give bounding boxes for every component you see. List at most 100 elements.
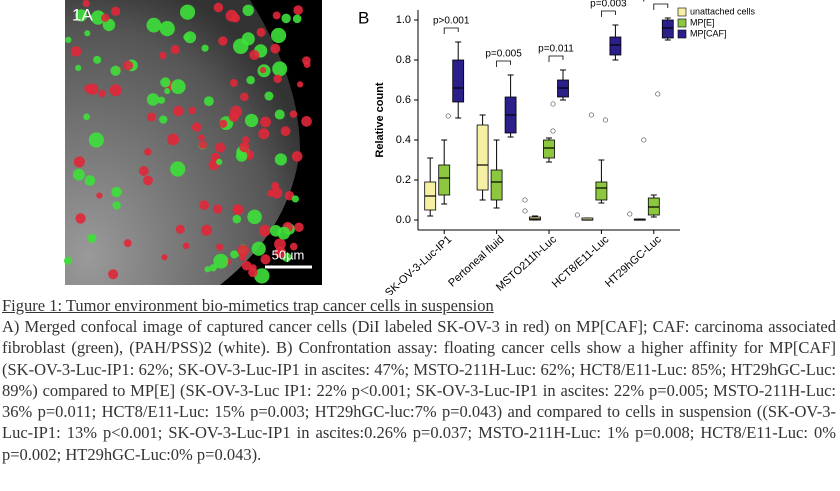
cell	[246, 75, 255, 85]
cell	[204, 266, 211, 273]
cell	[98, 89, 106, 98]
caption-title: Figure 1: Tumor environment bio-mimetics…	[2, 296, 494, 315]
cell	[297, 81, 304, 88]
box	[476, 124, 489, 191]
cell	[291, 151, 303, 162]
cell	[146, 93, 160, 106]
cell	[191, 122, 202, 132]
cell	[289, 110, 298, 118]
y-tick-label: 1.0	[396, 14, 411, 26]
cell	[164, 88, 171, 95]
cell	[161, 254, 168, 261]
x-tick-label: HCT8/E11-Luc	[550, 233, 612, 290]
outlier	[550, 128, 556, 134]
cell	[96, 192, 103, 199]
annotation: p=0.005	[485, 49, 522, 60]
figure: 1A 50µm B Relative count 0.0 0.2 0.4 0.6 0.8…	[63, 0, 756, 299]
annotation: p=0.011	[538, 44, 574, 55]
cell	[280, 126, 291, 137]
outlier	[522, 197, 528, 203]
cell	[258, 128, 270, 140]
cell	[271, 187, 283, 199]
cell	[291, 195, 299, 203]
cell	[274, 153, 287, 166]
cell	[272, 61, 288, 77]
cell	[294, 222, 304, 232]
cell	[239, 142, 250, 153]
cell	[112, 201, 121, 210]
legend-label: MP[CAF]	[690, 28, 727, 38]
outlier	[588, 112, 594, 118]
cell	[159, 115, 168, 124]
cell	[167, 133, 180, 146]
cell	[173, 105, 184, 117]
cell	[143, 175, 153, 186]
cell	[87, 233, 97, 243]
cell	[203, 96, 214, 107]
cell	[175, 224, 185, 234]
x-tick-label: SK-OV-3-Luc-IP1	[383, 233, 454, 295]
cell	[159, 51, 167, 60]
outlier	[655, 91, 661, 97]
box	[609, 36, 622, 56]
cell	[230, 250, 239, 259]
cell	[229, 78, 238, 87]
cell	[242, 136, 250, 144]
y-tick-label: 0.6	[396, 94, 411, 106]
cell	[225, 9, 238, 22]
cell	[65, 36, 72, 44]
box	[490, 169, 503, 201]
box	[452, 59, 465, 103]
cell	[270, 27, 287, 44]
cell	[138, 166, 149, 176]
cell	[75, 9, 88, 22]
cell	[83, 113, 91, 121]
sig-bracket	[496, 60, 511, 67]
cell	[270, 43, 281, 54]
cell	[63, 256, 73, 265]
legend-label: unattached cells	[690, 6, 756, 16]
cell	[241, 260, 252, 271]
cell	[160, 77, 171, 88]
cell	[123, 239, 132, 248]
y-tick-label: 0.4	[396, 134, 411, 146]
box	[438, 164, 451, 196]
cell	[75, 64, 82, 72]
sig-bracket	[601, 10, 616, 17]
cell	[199, 200, 210, 210]
cell	[90, 10, 106, 25]
cell	[170, 161, 186, 177]
cell	[110, 6, 121, 17]
cell	[159, 20, 175, 37]
legend-label: MP[E]	[690, 17, 715, 27]
cell	[146, 17, 162, 33]
panel-label: B	[358, 8, 369, 27]
cell	[88, 132, 104, 148]
scale-label: 50µm	[272, 247, 305, 262]
cell	[213, 2, 224, 13]
box	[595, 181, 608, 201]
cell	[247, 209, 262, 225]
annotation: p=0.043	[643, 0, 680, 3]
cell	[258, 224, 271, 237]
legend-swatch	[677, 29, 687, 39]
cell	[238, 253, 247, 261]
x-tick-label: HT29hGC-Luc	[603, 233, 664, 290]
cell	[218, 36, 228, 46]
caption-text: A) Merged confocal image of captured can…	[2, 317, 836, 464]
cell	[251, 241, 266, 256]
cell	[273, 74, 282, 84]
cell	[209, 264, 217, 272]
cell	[281, 13, 291, 24]
y-tick-label: 0.2	[396, 174, 411, 186]
cell	[242, 4, 254, 16]
cell	[84, 175, 96, 186]
cell	[198, 134, 205, 141]
cell	[274, 109, 285, 120]
y-axis-label: Relative count	[374, 82, 386, 158]
cell	[84, 30, 91, 37]
outlier	[602, 117, 608, 123]
cell	[72, 168, 85, 181]
outlier	[522, 208, 528, 214]
